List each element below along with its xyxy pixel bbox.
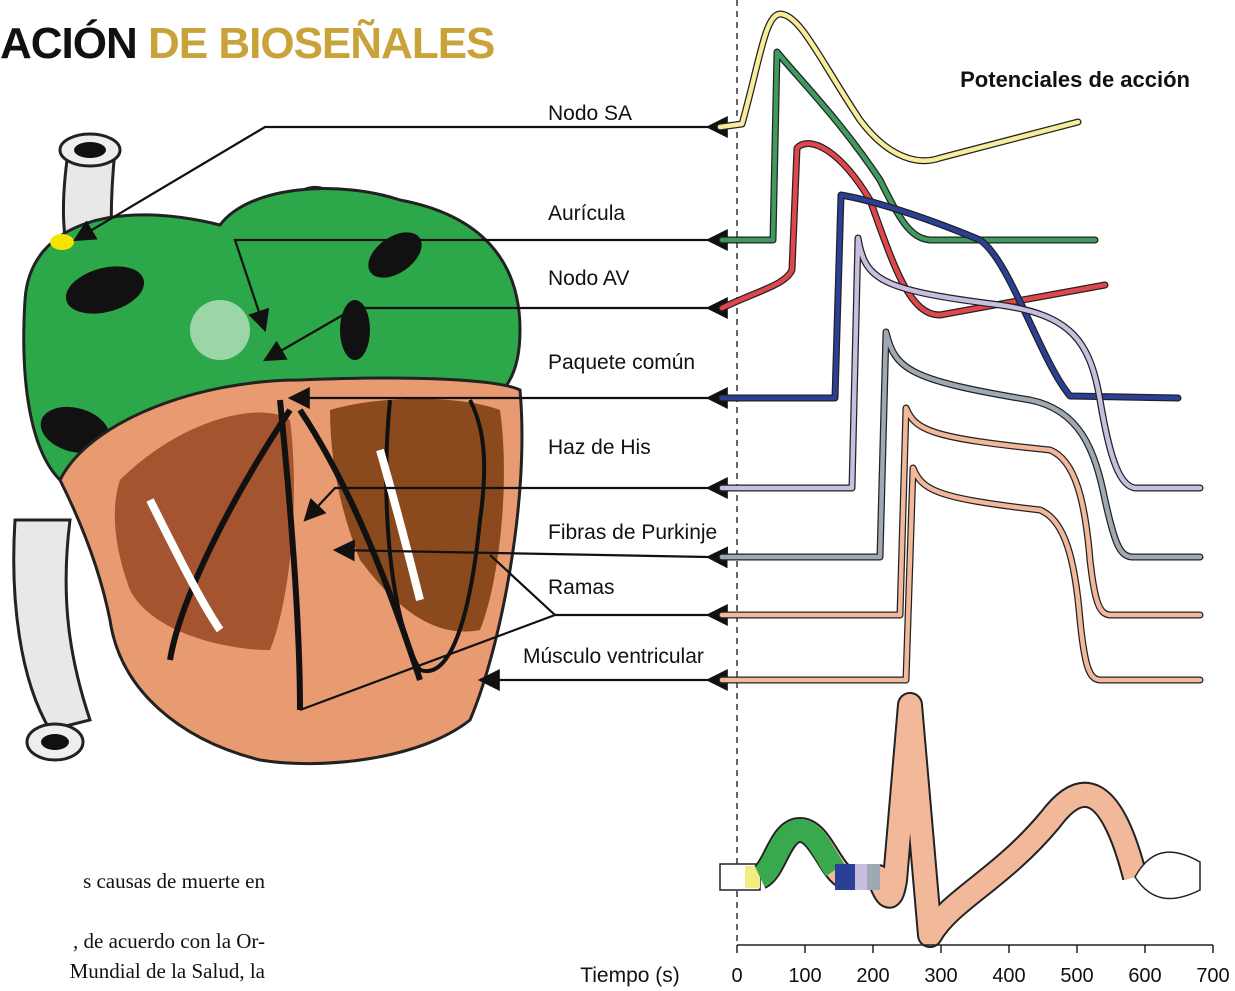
tick-label: 500 bbox=[1060, 965, 1093, 987]
axis-label: Tiempo (s) bbox=[580, 964, 680, 987]
body-text: s causas de muerte en , de acuerdo con l… bbox=[70, 869, 266, 983]
label: Nodo AV bbox=[548, 267, 629, 290]
time-axis: Tiempo (s) 0 100 200 300 400 500 600 700 bbox=[580, 945, 1229, 987]
figure: ACIÓN DE BIOSEÑALES Potenciales de acció… bbox=[0, 0, 1235, 991]
action-potentials bbox=[720, 14, 1200, 680]
labels: Nodo SA Aurícula Nodo AV Paquete común H… bbox=[523, 102, 717, 668]
label: Nodo SA bbox=[548, 102, 632, 125]
ecg-trace bbox=[720, 705, 1200, 935]
tick-label: 0 bbox=[731, 965, 742, 987]
body-line: , de acuerdo con la Or- bbox=[73, 929, 265, 953]
tick-label: 300 bbox=[924, 965, 957, 987]
tick-label: 100 bbox=[788, 965, 821, 987]
tick-label: 600 bbox=[1128, 965, 1161, 987]
body-line: Mundial de la Salud, la bbox=[70, 959, 266, 983]
label: Paquete común bbox=[548, 351, 695, 374]
panel-title: Potenciales de acción bbox=[960, 67, 1190, 92]
label: Fibras de Purkinje bbox=[548, 521, 717, 544]
label: Haz de His bbox=[548, 436, 651, 459]
page: ACIÓN DE BIOSEÑALES Potenciales de acció… bbox=[0, 0, 1235, 991]
body-line: s causas de muerte en bbox=[83, 869, 265, 893]
tick-label: 200 bbox=[856, 965, 889, 987]
title-dark: ACIÓN bbox=[0, 18, 137, 68]
heart-illustration bbox=[14, 134, 522, 764]
title: ACIÓN DE BIOSEÑALES bbox=[0, 18, 494, 68]
label: Ramas bbox=[548, 576, 615, 599]
tick-label: 700 bbox=[1196, 965, 1229, 987]
tick-label: 400 bbox=[992, 965, 1025, 987]
label: Aurícula bbox=[548, 202, 625, 225]
label: Músculo ventricular bbox=[523, 645, 704, 668]
title-gold: DE BIOSEÑALES bbox=[148, 18, 494, 68]
